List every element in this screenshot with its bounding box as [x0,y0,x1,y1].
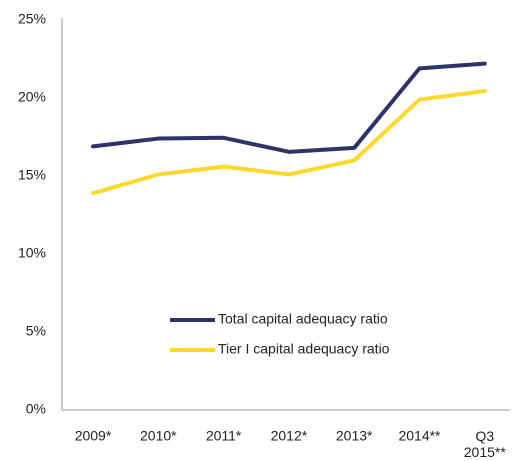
x-tick-label: 2010* [140,428,177,444]
x-tick-label: 2013* [336,428,373,444]
y-tick-label: 15% [18,167,46,183]
x-tick-label: 2009* [75,428,112,444]
series-line [91,61,487,154]
x-tick-label: Q3 2015** [464,428,507,460]
series-line [91,88,487,196]
x-tick-label: 2011* [206,428,242,444]
y-tick-label: 5% [26,323,46,339]
x-tick-label: 2012* [271,428,308,444]
legend-label: Total capital adequacy ratio [218,311,388,327]
y-tick-label: 0% [26,401,46,417]
y-tick-label: 10% [18,245,46,261]
legend-label: Tier I capital adequacy ratio [218,341,390,357]
y-tick-label: 20% [18,89,46,105]
y-tick-label: 25% [18,11,46,27]
x-tick-label: 2014** [398,428,441,444]
